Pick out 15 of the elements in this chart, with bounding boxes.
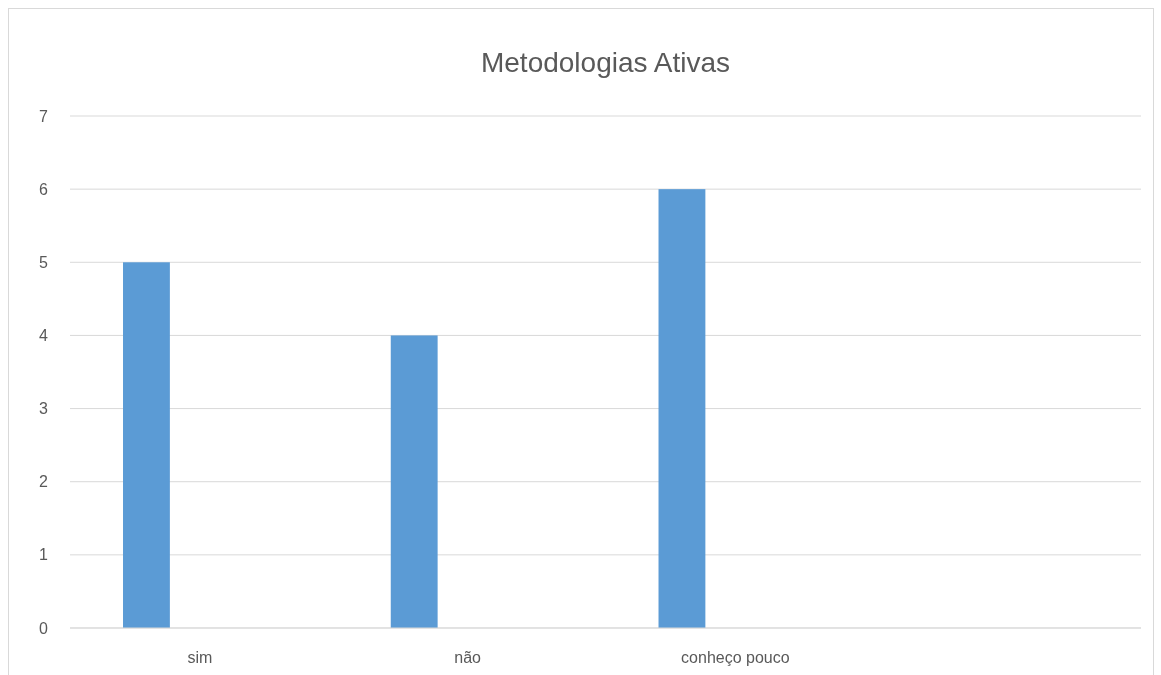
x-tick-label: não bbox=[454, 649, 482, 666]
chart-title: Metodologias Ativas bbox=[480, 47, 731, 78]
y-tick-label: 7 bbox=[39, 107, 49, 125]
bar bbox=[390, 335, 438, 628]
y-tick-label: 1 bbox=[39, 546, 49, 564]
y-tick-label: 4 bbox=[39, 327, 49, 345]
bar bbox=[123, 262, 170, 628]
y-tick-label: 3 bbox=[39, 400, 49, 418]
bar bbox=[658, 189, 706, 628]
y-tick-label: 6 bbox=[39, 180, 49, 198]
y-tick-label: 5 bbox=[39, 253, 49, 271]
y-tick-label: 2 bbox=[39, 473, 49, 491]
y-tick-label: 0 bbox=[39, 619, 49, 637]
x-tick-label: conheço pouco bbox=[681, 649, 790, 666]
x-tick-label: sim bbox=[187, 649, 213, 666]
